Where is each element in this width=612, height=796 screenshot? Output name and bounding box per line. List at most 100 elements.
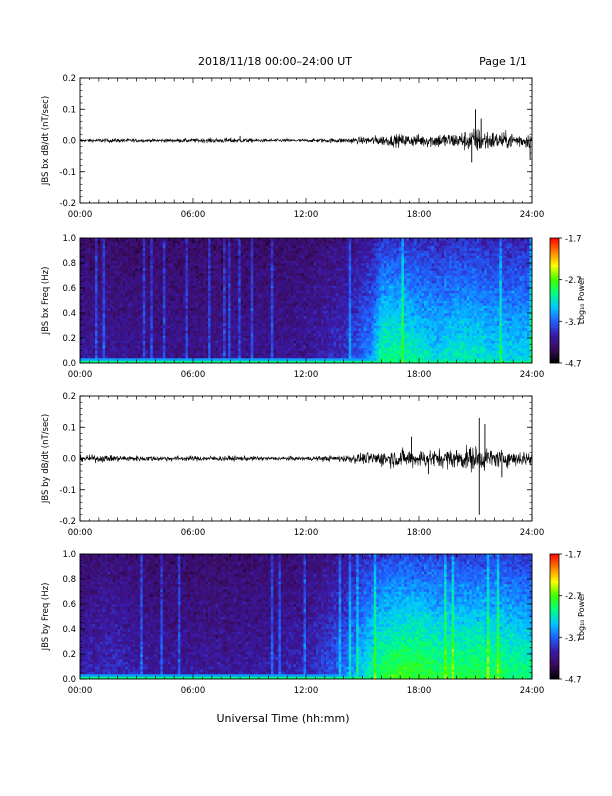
spectrogram-cell: [140, 291, 143, 294]
spectrogram-cell: [180, 291, 183, 294]
spectrogram-cell: [241, 306, 244, 309]
spectrogram-cell: [108, 343, 111, 346]
spectrogram-cell: [140, 266, 143, 269]
spectrogram-cell: [88, 251, 91, 254]
spectrogram-cell: [301, 311, 304, 314]
spectrogram-cell: [100, 351, 103, 354]
spectrogram-cell: [283, 291, 286, 294]
spectrogram-cell: [246, 348, 249, 351]
spectrogram-cell: [273, 281, 276, 284]
spectrogram-cell: [120, 328, 123, 331]
spectrogram-cell: [213, 343, 216, 346]
spectrogram-cell: [218, 271, 221, 274]
spectrogram-cell: [85, 253, 88, 256]
spectrogram-cell: [125, 288, 128, 291]
spectrogram-cell: [196, 258, 199, 261]
spectrogram-cell: [303, 321, 306, 324]
spectrogram-cell: [118, 333, 121, 336]
spectrogram-cell: [238, 358, 241, 361]
spectrogram-cell: [123, 303, 126, 306]
spectrogram-cell: [253, 246, 256, 249]
spectrogram-cell: [213, 286, 216, 289]
spectrogram-cell: [309, 251, 312, 254]
spectrogram-cell: [165, 308, 168, 311]
spectrogram-cell: [226, 348, 229, 351]
spectrogram-cell: [83, 278, 86, 281]
spectrogram-cell: [140, 343, 143, 346]
spectrogram-cell: [95, 331, 98, 334]
spectrogram-cell: [193, 268, 196, 271]
spectrogram-cell: [158, 281, 161, 284]
spectrogram-cell: [306, 323, 309, 326]
spectrogram-cell: [85, 261, 88, 264]
spectrogram-cell: [238, 291, 241, 294]
spectrogram-cell: [95, 356, 98, 359]
spectrogram-cell: [138, 253, 141, 256]
spectrogram-cell: [263, 313, 266, 316]
spectrogram-cell: [188, 298, 191, 301]
spectrogram-cell: [168, 353, 171, 356]
spectrogram-cell: [238, 313, 241, 316]
spectrogram-cell: [258, 318, 261, 321]
spectrogram-cell: [145, 268, 148, 271]
spectrogram-cell: [138, 353, 141, 356]
spectrogram-cell: [130, 353, 133, 356]
spectrogram-cell: [113, 338, 116, 341]
spectrogram-cell: [276, 248, 279, 251]
spectrogram-cell: [123, 328, 126, 331]
spectrogram-cell: [271, 291, 274, 294]
spectrogram-cell: [278, 261, 281, 264]
spectrogram-cell: [238, 278, 241, 281]
spectrogram-cell: [213, 336, 216, 339]
spectrogram-cell: [263, 258, 266, 261]
spectrogram-cell: [263, 333, 266, 336]
spectrogram-cell: [319, 271, 322, 274]
spectrogram-cell: [258, 263, 261, 266]
spectrogram-cell: [105, 273, 108, 276]
spectrogram-cell: [145, 283, 148, 286]
spectrogram-cell: [206, 276, 209, 279]
spectrogram-cell: [90, 348, 93, 351]
spectrogram-cell: [148, 251, 151, 254]
spectrogram-cell: [133, 276, 136, 279]
spectrogram-cell: [180, 331, 183, 334]
spectrogram-cell: [128, 336, 131, 339]
spectrogram-cell: [226, 328, 229, 331]
spectrogram-cell: [206, 358, 209, 361]
spectrogram-cell: [145, 248, 148, 251]
spectrogram-cell: [253, 266, 256, 269]
spectrogram-cell: [246, 256, 249, 259]
spectrogram-cell: [278, 278, 281, 281]
spectrogram-cell: [120, 273, 123, 276]
spectrogram-cell: [258, 251, 261, 254]
spectrogram-cell: [163, 343, 166, 346]
spectrogram-cell: [198, 333, 201, 336]
spectrogram-cell: [90, 341, 93, 344]
spectrogram-cell: [148, 301, 151, 304]
spectrogram-cell: [301, 301, 304, 304]
spectrogram-cell: [138, 241, 141, 244]
spectrogram-cell: [303, 338, 306, 341]
spectrogram-cell: [228, 328, 231, 331]
spectrogram-cell: [158, 336, 161, 339]
spectrogram-cell: [309, 331, 312, 334]
spectrogram-cell: [103, 276, 106, 279]
spectrogram-cell: [233, 326, 236, 329]
spectrogram-cell: [261, 348, 264, 351]
spectrogram-cell: [248, 328, 251, 331]
spectrogram-cell: [283, 341, 286, 344]
spectrogram-cell: [206, 336, 209, 339]
spectrogram-cell: [108, 358, 111, 361]
spectrogram-cell: [203, 293, 206, 296]
spectrogram-cell: [128, 276, 131, 279]
spectrogram-cell: [90, 246, 93, 249]
spectrogram-cell: [301, 356, 304, 359]
spectrogram-cell: [251, 301, 254, 304]
spectrogram-cell: [196, 288, 199, 291]
spectrogram-cell: [185, 241, 188, 244]
spectrogram-cell: [268, 323, 271, 326]
spectrogram-cell: [288, 261, 291, 264]
spectrogram-cell: [148, 283, 151, 286]
spectrogram-cell: [168, 273, 171, 276]
spectrogram-cell: [148, 353, 151, 356]
